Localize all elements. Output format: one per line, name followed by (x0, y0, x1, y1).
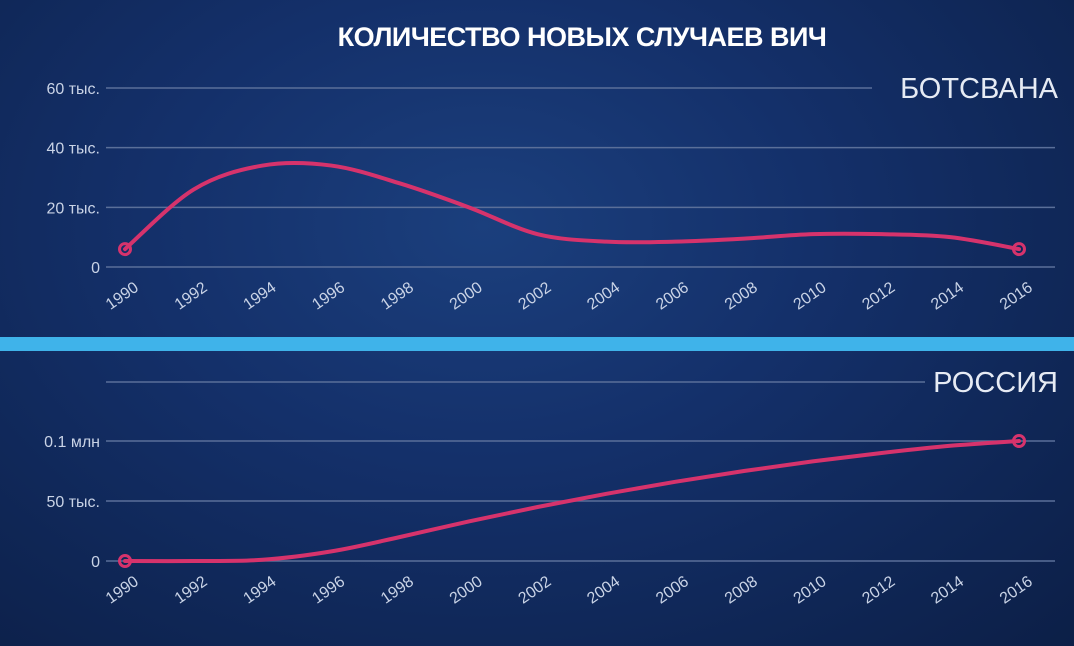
russia-endpoint-marker (1012, 434, 1026, 448)
botswana-x-tick-label: 1992 (172, 279, 211, 313)
botswana-endpoint-marker (118, 242, 132, 257)
russia-y-tick-label: 50 тыс. (46, 494, 100, 511)
botswana-x-tick-label: 1990 (103, 279, 142, 313)
botswana-x-tick-label: 2014 (928, 279, 967, 313)
russia-x-tick-label: 2002 (516, 573, 555, 607)
botswana-chart: БОТСВАНА 0 20 тыс. 40 тыс. 60 тыс. 1990 1992 19… (46, 73, 1058, 313)
botswana-x-tick-label: 1994 (241, 279, 280, 313)
botswana-x-tick-label: 2000 (447, 279, 486, 313)
russia-x-tick-label: 2010 (791, 573, 830, 607)
russia-chart: РОССИЯ 0 50 тыс. 0.1 млн 1990 1992 1994 1996 199… (44, 367, 1058, 607)
botswana-x-tick-label: 2002 (516, 279, 555, 313)
botswana-y-tick-label: 40 тыс. (46, 141, 100, 158)
botswana-x-tick-label: 2012 (859, 279, 898, 313)
botswana-x-tick-label: 2010 (791, 279, 830, 313)
russia-y-tick-label: 0.1 млн (44, 434, 100, 451)
botswana-x-tick-label: 1996 (309, 279, 348, 313)
russia-x-tick-label: 2000 (447, 573, 486, 607)
russia-x-tick-label: 1992 (172, 573, 211, 607)
botswana-y-tick-label: 0 (91, 260, 100, 277)
botswana-x-tick-label: 2008 (722, 279, 761, 313)
botswana-x-tick-label: 2004 (584, 279, 623, 313)
russia-x-tick-label: 2004 (584, 573, 623, 607)
botswana-endpoint-marker (1012, 242, 1026, 257)
russia-x-tick-label: 1998 (378, 573, 417, 607)
botswana-y-tick-label: 60 тыс. (46, 81, 100, 98)
botswana-series-line (123, 160, 1021, 252)
russia-x-tick-label: 1990 (103, 573, 142, 607)
russia-x-tick-label: 1994 (241, 573, 280, 607)
botswana-y-tick-label: 20 тыс. (46, 200, 100, 217)
section-divider (0, 337, 1074, 351)
russia-series-line (123, 439, 1021, 564)
russia-x-tick-label: 2012 (859, 573, 898, 607)
russia-x-tick-label: 2008 (722, 573, 761, 607)
russia-x-tick-label: 2006 (653, 573, 692, 607)
botswana-x-tick-label: 2006 (653, 279, 692, 313)
russia-x-tick-label: 2016 (997, 573, 1036, 607)
russia-x-tick-label: 2014 (928, 573, 967, 607)
botswana-x-tick-label: 2016 (997, 279, 1036, 313)
botswana-country-label: БОТСВАНА (900, 73, 1059, 105)
chart-title: КОЛИЧЕСТВО НОВЫХ СЛУЧАЕВ ВИЧ (337, 22, 827, 52)
russia-endpoint-marker (118, 554, 132, 568)
russia-country-label: РОССИЯ (933, 367, 1058, 399)
botswana-x-tick-label: 1998 (378, 279, 417, 313)
russia-x-tick-label: 1996 (309, 573, 348, 607)
russia-y-tick-label: 0 (91, 554, 100, 571)
